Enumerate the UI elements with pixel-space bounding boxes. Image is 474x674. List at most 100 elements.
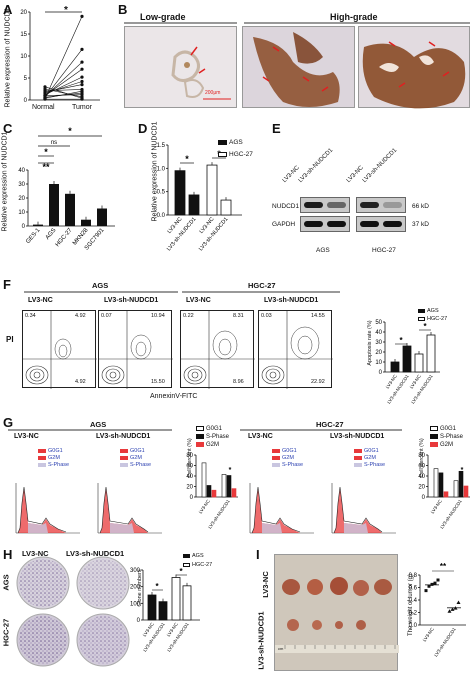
flow-plot: 0.03 14.55 22.92 — [258, 310, 333, 389]
panel-h-ytick-label: 0 — [137, 618, 141, 624]
blot-size-37: 37 kD — [412, 221, 429, 228]
cell-cycle-histogram: G0G1 G2M S-Phase — [6, 443, 82, 536]
panel-c-ytick-label: 40 — [18, 168, 25, 174]
flow-q-ur: 8.31 — [233, 313, 244, 319]
panel-c-bar — [97, 208, 107, 226]
panel-g-ytick-label: 0 — [190, 495, 194, 501]
panel-g-bar — [443, 491, 449, 498]
ihc-image-high-grade-1 — [242, 26, 355, 108]
panel-c-ytick-label: 30 — [18, 182, 25, 188]
panel-a-point-tumor — [80, 47, 84, 52]
panel-letter-e: E — [272, 121, 281, 136]
panel-g-bar — [226, 475, 232, 498]
panel-a-point-tumor — [80, 83, 84, 87]
cell-cycle-legend: G0G1 G2M S-Phase — [120, 448, 151, 469]
panel-a-pair-line — [44, 94, 83, 96]
panel-letter-i: I — [256, 547, 260, 562]
panel-g-bar — [453, 480, 459, 498]
cell-cycle-legend-item: S-Phase — [272, 462, 303, 469]
scale-bar-label: 200μm — [205, 90, 221, 96]
flow-q-lr: 8.96 — [233, 379, 244, 385]
panel-f-group-hgc: HGC-27 — [248, 281, 276, 290]
flow-q-lr: 15.50 — [151, 379, 165, 385]
panel-f-ytick-label: 10 — [375, 360, 382, 366]
panel-c-sig-4: ** — [42, 162, 50, 172]
panel-a-point-tumor — [80, 67, 84, 71]
panel-g-group-ags: AGS — [90, 420, 107, 429]
panel-g-ytick-label: 60 — [418, 464, 425, 470]
ruler-unit: cm — [278, 646, 284, 651]
panel-f-ytick-label: 50 — [375, 320, 382, 326]
panel-i-point — [430, 582, 434, 586]
panel-d-ytick-label: 0.0 — [157, 213, 166, 219]
flow-plot: 0.34 4.92 4.92 — [22, 310, 97, 389]
panel-g-ytick-label: 40 — [186, 474, 193, 480]
panel-i-xtick-label: LV3-sh-NUDCD1 — [433, 626, 457, 657]
panel-g-bar-legend-item: G2M — [196, 441, 229, 449]
panel-g-bar — [438, 472, 444, 498]
panel-a-point-normal — [43, 97, 47, 101]
blot-label-nudcd1: NUDCD1 — [272, 203, 300, 210]
panel-i-ytick-label: 0.8 — [409, 573, 418, 579]
panel-g-charts: 020406080LV3-NCLV3-sh-NUDCD1*020406080LV… — [186, 453, 470, 530]
panel-f-chart: 01020304050LV3-NCLV3-sh-NUDCD1LV3-NCLV3-… — [375, 320, 440, 405]
panel-g-sig: * — [229, 467, 232, 474]
panel-d-sig-1: * — [185, 154, 189, 164]
panel-i-ytick-label: 0.0 — [409, 623, 418, 629]
cell-cycle-legend-item: G2M — [38, 455, 69, 462]
panel-letter-g: G — [3, 415, 14, 430]
panel-a-ytick-label: 0 — [24, 98, 28, 104]
flow-plot-title: LV3-sh-NUDCD1 — [264, 297, 319, 304]
blot-group-ags: AGS — [316, 247, 330, 254]
flow-plot-title: LV3-NC — [186, 297, 211, 304]
panel-c-bar — [49, 184, 59, 226]
panel-a-point-normal — [43, 87, 47, 91]
panel-a-pair-line — [44, 49, 83, 98]
panel-c-ytick-label: 10 — [18, 210, 25, 216]
panel-d-legend-hgc: HGC-27 — [218, 151, 253, 158]
panel-c-ytick-label: 0 — [22, 224, 26, 230]
panel-d-ytick-label: 1.5 — [157, 143, 166, 149]
panel-g-bar-legend: G0G1 S-Phase G2M — [196, 425, 229, 449]
flow-q-ul: 0.07 — [101, 313, 112, 319]
panel-g-ytick-label: 80 — [418, 453, 425, 459]
panel-a-x-tumor: Tumor — [72, 104, 92, 111]
panel-h-ytick-label: 300 — [130, 568, 141, 574]
cell-cycle-legend-item: G2M — [272, 455, 303, 462]
panel-g-group-lines — [8, 429, 402, 431]
panel-i-point — [427, 584, 431, 588]
panel-a-x-normal: Normal — [32, 104, 55, 111]
panel-g-group-hgc: HGC-27 — [316, 420, 344, 429]
panel-i-sig: ** — [440, 562, 447, 571]
flow-q-ur: 10.94 — [151, 313, 165, 319]
panel-g-bar — [206, 485, 212, 498]
panel-d-ytick-label: 1.0 — [157, 166, 166, 172]
cell-cycle-legend: G0G1 G2M S-Phase — [272, 448, 303, 469]
flow-plot-title: LV3-NC — [28, 297, 53, 304]
ihc-image-high-grade-2 — [358, 26, 470, 109]
blot-label-gapdh: GAPDH — [272, 221, 296, 228]
flow-q-ul: 0.22 — [183, 313, 194, 319]
panel-letter-a: A — [3, 2, 13, 17]
panel-f-legend-ags: AGS — [418, 308, 439, 314]
cell-cycle-legend-item: S-Phase — [120, 462, 151, 469]
panel-letter-f: F — [3, 277, 11, 292]
panel-g-bar-legend-item: G0G1 — [196, 425, 229, 433]
panel-b-high-label: High-grade — [330, 12, 378, 22]
panel-a-ytick-label: 20 — [20, 10, 27, 16]
panel-a-pair-line — [44, 76, 83, 95]
panel-g-bar-legend: G0G1 S-Phase G2M — [430, 425, 463, 449]
panel-f-ytick-label: 0 — [379, 370, 383, 376]
panel-g-ytick-label: 20 — [186, 485, 193, 491]
panel-h-sig-2: * — [179, 567, 183, 576]
panel-g-bar — [433, 468, 439, 498]
panel-b-underline — [124, 22, 470, 24]
panel-f-legend-hgc: HGC-27 — [418, 316, 447, 322]
panel-c-sig-3: * — [44, 147, 48, 157]
panel-i-point — [456, 600, 461, 604]
panel-c-bar — [81, 219, 91, 226]
cell-cycle-legend-item: S-Phase — [38, 462, 69, 469]
panel-a-pair-line — [44, 88, 83, 98]
panel-a-point-tumor — [80, 75, 84, 79]
